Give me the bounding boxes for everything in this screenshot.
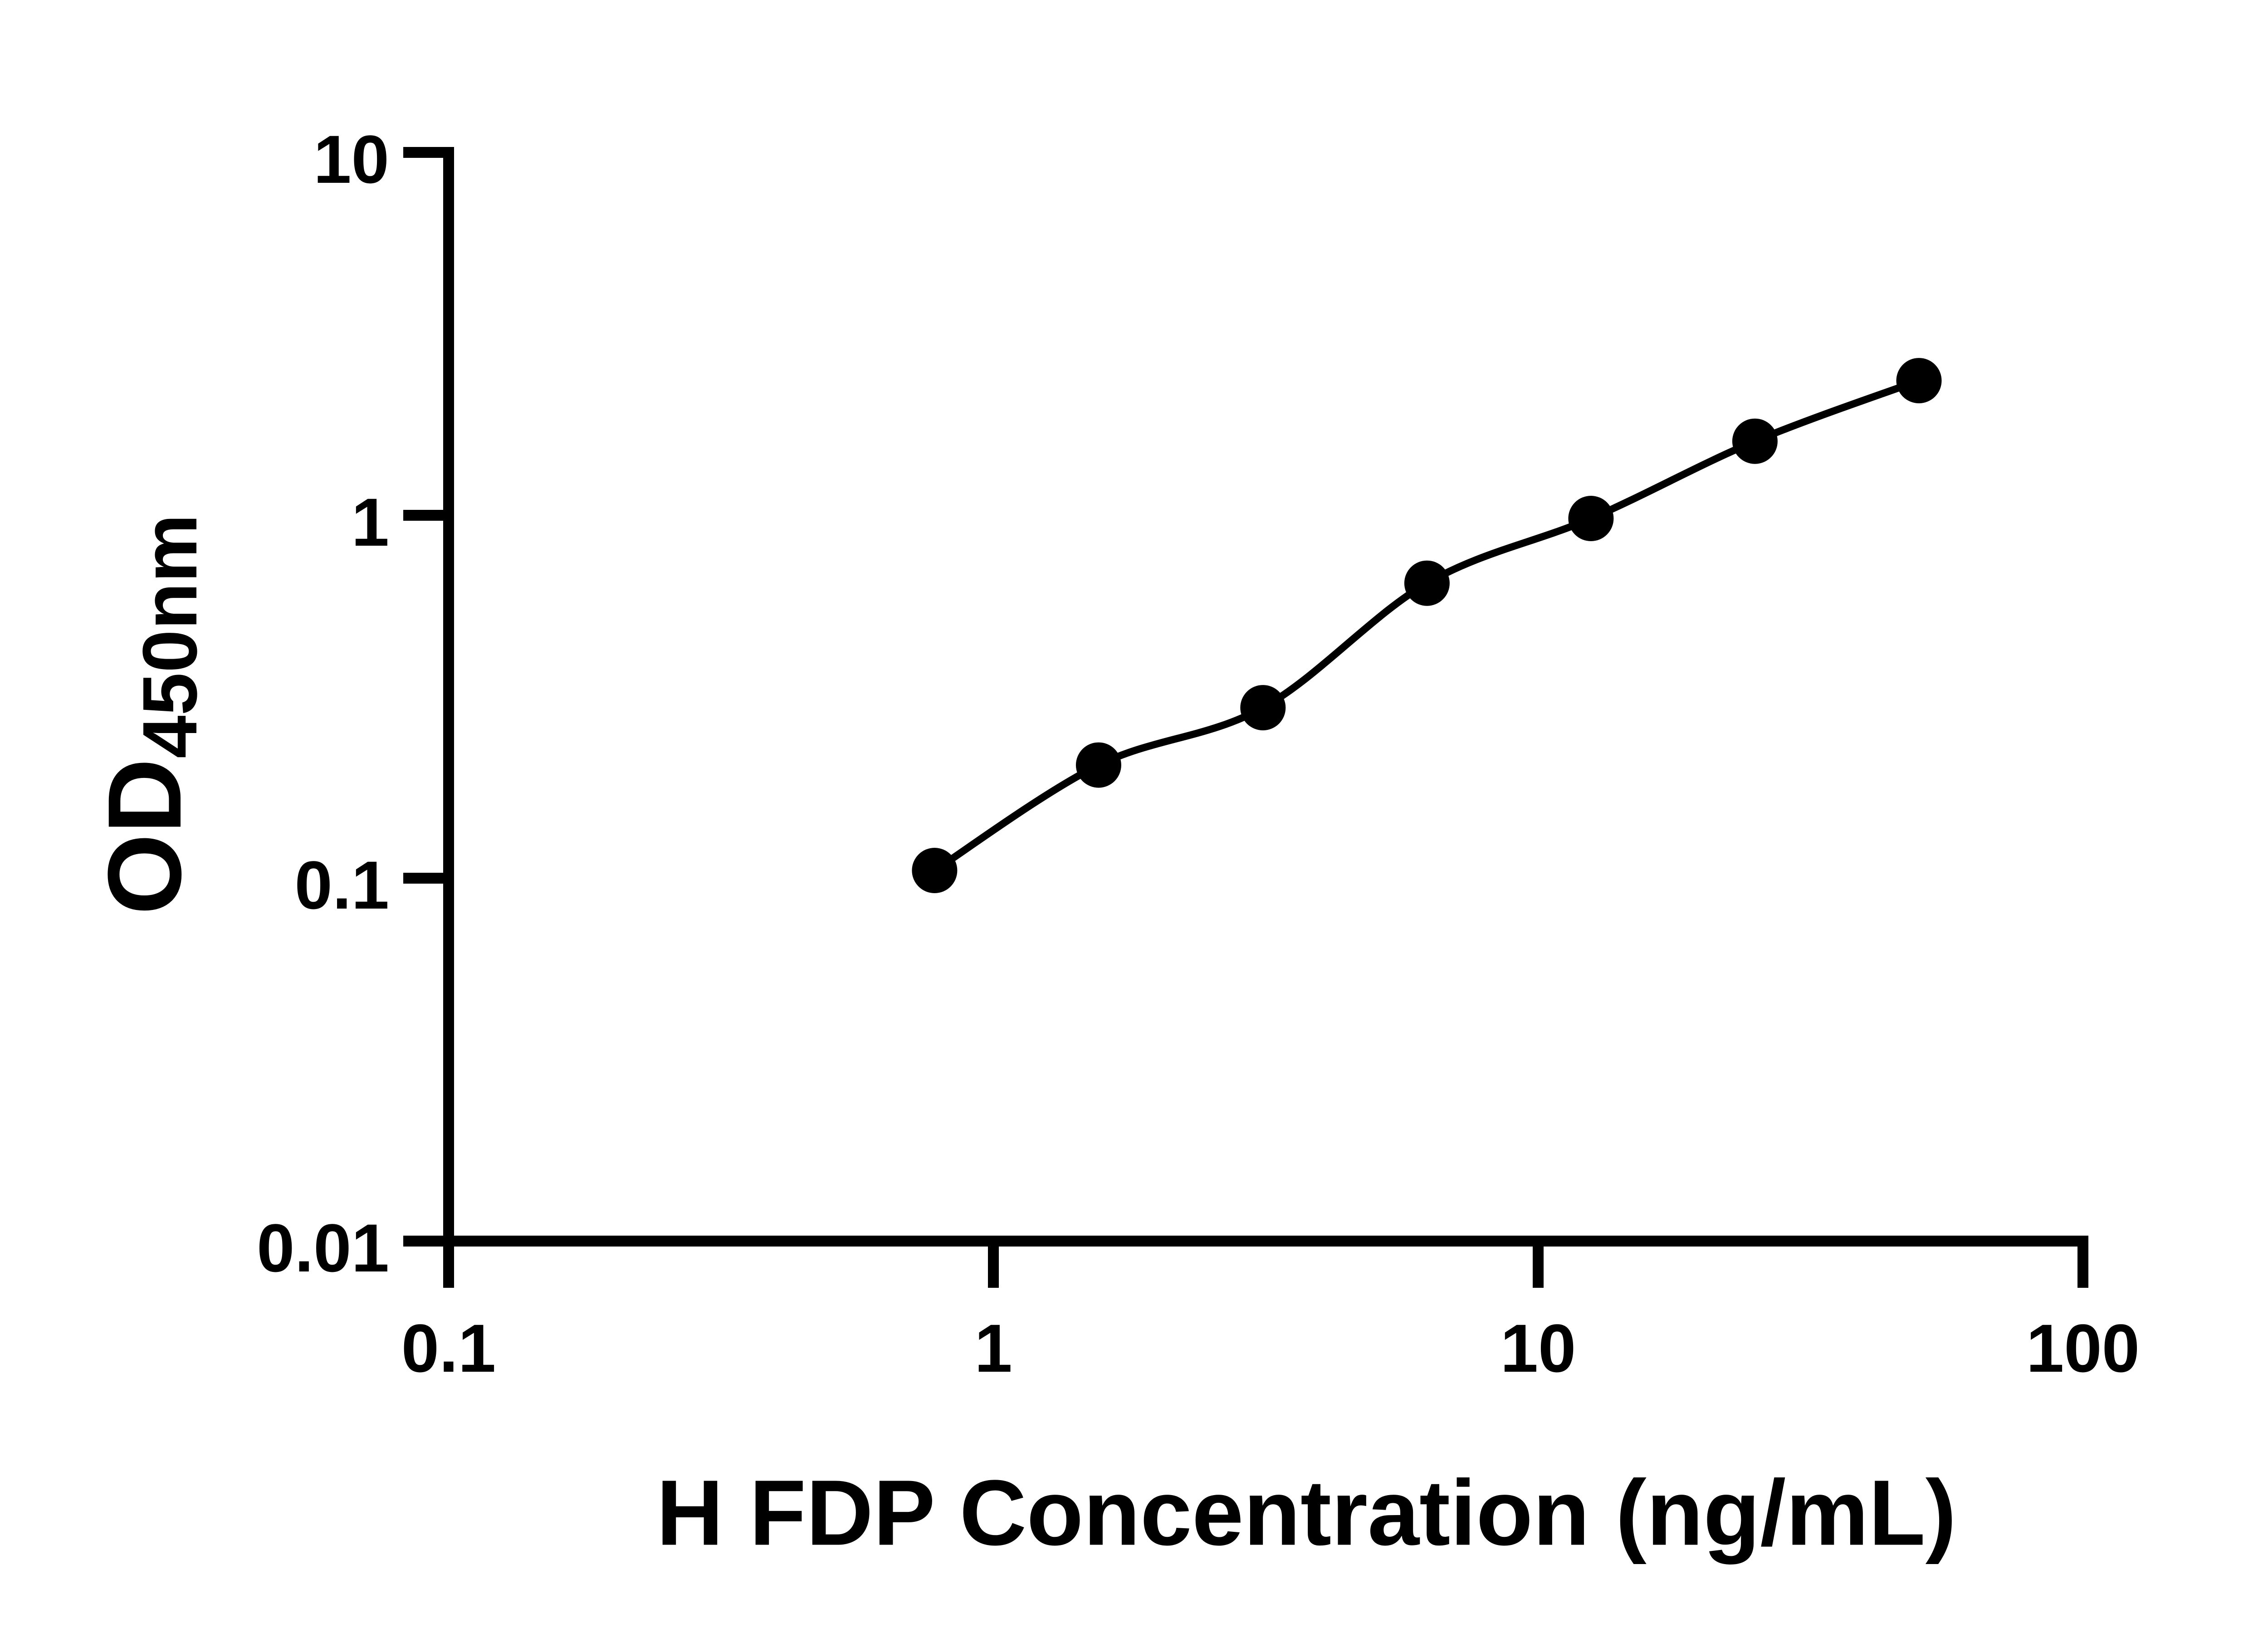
x-axis-title: H FDP Concentration (ng/mL) (656, 1461, 1956, 1565)
data-point (1404, 560, 1450, 606)
y-tick-label: 0.1 (294, 847, 389, 923)
data-point (912, 848, 958, 893)
x-tick-label: 0.1 (401, 1310, 496, 1386)
data-point (1896, 358, 1942, 404)
y-tick-label: 10 (313, 121, 389, 197)
tick-marks (403, 147, 2088, 1288)
y-axis-title-subscript: 450nm (127, 514, 213, 758)
data-point (1075, 742, 1121, 788)
x-tick-label: 100 (2026, 1310, 2140, 1386)
data-point (1732, 418, 1778, 464)
y-tick-label: 0.01 (257, 1210, 389, 1286)
data-point (1568, 496, 1614, 541)
y-axis-title: OD450nm (86, 514, 213, 915)
axes (403, 147, 2088, 1288)
x-tick-label: 1 (974, 1310, 1012, 1386)
y-axis-title-main: OD (86, 758, 203, 915)
y-tick-label: 1 (352, 484, 389, 560)
x-tick-label: 10 (1501, 1310, 1576, 1386)
data-points-group (912, 358, 1942, 893)
data-point (1240, 685, 1286, 731)
